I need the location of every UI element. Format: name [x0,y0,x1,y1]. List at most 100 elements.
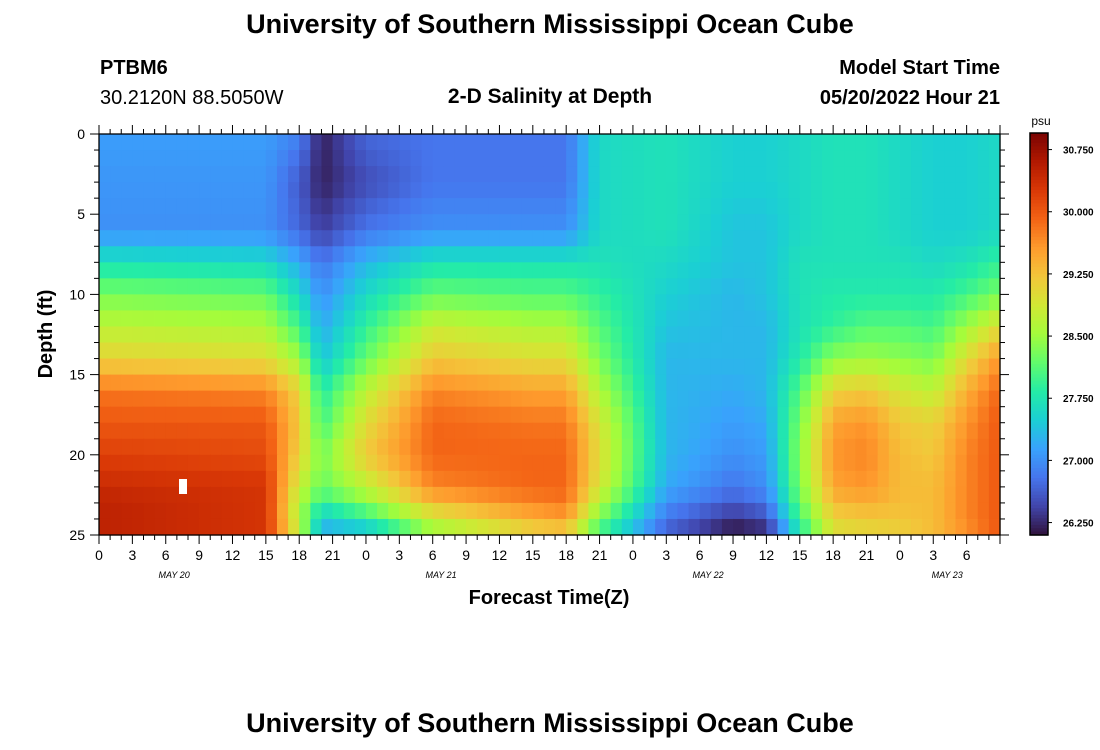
heatmap-cell [354,454,367,472]
heatmap-cell [566,198,578,215]
heatmap-cell [599,358,612,376]
heatmap-cell [922,518,934,536]
heatmap-cell [265,486,278,504]
heatmap-cell [365,166,378,183]
heatmap-cell [888,262,901,279]
day-label: MAY 23 [932,570,963,580]
heatmap-cell [755,406,767,424]
heatmap-cell [955,518,968,536]
heatmap-cell [610,502,623,520]
heatmap-cell [343,326,356,344]
heatmap-cell [688,390,701,408]
heatmap-cell [187,406,200,424]
heatmap-cell [944,438,957,456]
heatmap-cell [844,326,856,344]
heatmap-cell [721,438,734,456]
heatmap-cell [833,134,845,151]
heatmap-cell [733,454,745,472]
heatmap-cell [332,422,345,440]
heatmap-cell [777,518,790,536]
heatmap-cell [532,326,545,344]
heatmap-cell [176,310,189,328]
heatmap-cell [899,278,912,295]
heatmap-cell [510,246,523,263]
x-tick-label: 0 [896,547,904,563]
heatmap-cell [199,278,211,295]
heatmap-cell [543,230,556,247]
station-coordinates: 30.2120N 88.5050W [100,87,284,109]
heatmap-cell [866,278,879,295]
colorbar-segment [1030,206,1048,211]
heatmap-cell [799,470,812,488]
heatmap-cell [199,438,211,456]
heatmap-cell [399,422,412,440]
heatmap-cell [399,326,412,344]
heatmap-cell [877,390,890,408]
heatmap-cell [888,422,901,440]
colorbar-segment [1030,334,1048,338]
heatmap-cell [966,422,979,440]
heatmap-cell [354,262,367,279]
heatmap-cell [577,326,590,344]
heatmap-cell [988,502,1001,520]
heatmap-cell [888,182,901,199]
heatmap-cell [365,262,378,279]
heatmap-cell [733,230,745,247]
heatmap-cell [377,182,389,199]
heatmap-cell [210,438,222,456]
heatmap-cell [99,518,111,536]
heatmap-cell [744,230,756,247]
heatmap-cell [699,518,712,536]
heatmap-cell [543,358,556,376]
colorbar-segment [1030,166,1048,171]
heatmap-cell [343,518,356,536]
colorbar-segment [1030,200,1048,204]
heatmap-cell [543,166,556,183]
heatmap-cell [265,214,278,231]
heatmap-cell [566,470,578,488]
heatmap-cell [799,166,812,183]
heatmap-cell [254,390,267,408]
heatmap-cell [254,342,267,360]
heatmap-cell [532,262,545,279]
heatmap-cell [566,454,578,472]
heatmap-cell [110,374,122,392]
heatmap-cell [655,502,667,520]
heatmap-cell [833,422,845,440]
heatmap-cell [632,438,645,456]
heatmap-cell [477,134,489,151]
heatmap-cell [232,310,245,328]
colorbar-segment [1030,370,1048,375]
heatmap-cell [966,358,979,376]
heatmap-cell [454,246,467,263]
heatmap-cell [466,326,478,344]
heatmap-cell [944,246,957,263]
heatmap-cell [855,294,868,312]
heatmap-cell [677,454,690,472]
heatmap-cell [499,374,512,392]
x-tick-label: 15 [792,547,808,563]
heatmap-cell [699,358,712,376]
heatmap-cell [555,518,567,536]
heatmap-cell [733,214,745,231]
heatmap-cell [766,262,779,279]
x-axis-label: Forecast Time(Z) [469,587,630,609]
colorbar-segment [1030,293,1048,298]
heatmap-cell [221,166,234,183]
heatmap-cell [199,182,211,199]
heatmap-cell [521,310,534,328]
heatmap-cell [777,182,790,199]
heatmap-cell [621,486,634,504]
heatmap-cell [354,310,367,328]
heatmap-cell [555,262,567,279]
heatmap-cell [688,262,701,279]
heatmap-cell [688,326,701,344]
colorbar-segment [1030,307,1048,312]
heatmap-cell [388,246,400,263]
colorbar-segment [1030,441,1048,446]
heatmap-cell [443,406,456,424]
heatmap-cell [955,358,968,376]
heatmap-cell [343,406,356,424]
heatmap-cell [710,182,723,199]
heatmap-cell [99,134,111,151]
